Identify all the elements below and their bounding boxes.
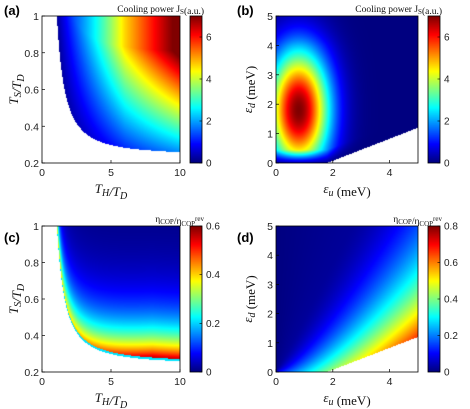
y-tick-label: 1 bbox=[33, 221, 39, 233]
x-axis-label: TH/TD bbox=[95, 390, 128, 409]
plot-frame bbox=[41, 225, 181, 373]
colorbar-tick-label: 0.6 bbox=[444, 258, 458, 269]
colorbar-title: ηCOP/ηCOPrev bbox=[393, 215, 442, 228]
colorbar-tick-label: 0.4 bbox=[206, 270, 220, 281]
panel-label: (d) bbox=[237, 230, 254, 245]
colorbar-tick-label: 0 bbox=[444, 159, 450, 170]
y-tick-label: 1 bbox=[33, 11, 39, 23]
x-tick-label: 4 bbox=[387, 376, 393, 388]
heatmap-b bbox=[276, 16, 418, 163]
colorbar-tick-label: 0.4 bbox=[444, 295, 458, 306]
y-tick-label: 2 bbox=[267, 309, 273, 321]
colorbar-title: Cooling power JS(a.u.) bbox=[355, 5, 442, 17]
plot-frame bbox=[275, 225, 419, 373]
y-tick-label: 4 bbox=[267, 250, 273, 262]
heatmap-a bbox=[42, 16, 180, 163]
y-tick-label: 3 bbox=[267, 279, 273, 291]
colorbar-tick-label: 0.8 bbox=[444, 222, 458, 233]
y-axis-label: TS/TD bbox=[6, 283, 27, 314]
colorbar-tick-label: 2 bbox=[206, 117, 212, 128]
y-tick-label: 1 bbox=[267, 338, 273, 350]
x-tick-label: 0 bbox=[39, 376, 45, 388]
colorbar-frame bbox=[189, 225, 203, 373]
colorbar-tick-label: 0 bbox=[206, 159, 212, 170]
colorbar-d bbox=[428, 226, 440, 372]
y-axis-label: TS/TD bbox=[6, 74, 27, 105]
x-tick-label: 5 bbox=[108, 167, 114, 179]
x-axis-label: TH/TD bbox=[95, 181, 128, 202]
colorbar-tick-label: 0 bbox=[444, 368, 450, 379]
panel-label: (a) bbox=[4, 3, 20, 18]
y-tick-label: 0.6 bbox=[24, 294, 39, 306]
heatmap-d bbox=[276, 226, 418, 372]
panel-label: (c) bbox=[4, 230, 20, 245]
x-tick-label: 10 bbox=[174, 376, 186, 388]
plot-frame bbox=[275, 15, 419, 164]
colorbar-tick-label: 2 bbox=[444, 117, 450, 128]
colorbar-tick-label: 0 bbox=[206, 368, 212, 379]
y-tick-label: 5 bbox=[267, 11, 273, 23]
y-tick-label: 2 bbox=[267, 99, 273, 111]
x-tick-label: 10 bbox=[174, 167, 186, 179]
x-axis-label: εu (meV) bbox=[323, 390, 370, 408]
colorbar-tick-label: 4 bbox=[206, 75, 212, 86]
y-tick-label: 0.4 bbox=[24, 331, 39, 343]
x-tick-label: 2 bbox=[330, 376, 336, 388]
y-tick-label: 0.6 bbox=[24, 85, 39, 97]
y-tick-label: 0 bbox=[267, 367, 273, 379]
y-tick-label: 5 bbox=[267, 221, 273, 233]
colorbar-title: Cooling power JS(a.u.) bbox=[117, 5, 204, 17]
x-tick-label: 5 bbox=[108, 376, 114, 388]
y-tick-label: 0.2 bbox=[24, 367, 39, 379]
colorbar-c bbox=[190, 226, 202, 372]
colorbar-b bbox=[428, 16, 440, 163]
x-tick-label: 0 bbox=[39, 167, 45, 179]
x-tick-label: 4 bbox=[387, 167, 393, 179]
y-tick-label: 3 bbox=[267, 70, 273, 82]
colorbar-tick-label: 0.2 bbox=[206, 319, 220, 330]
y-axis-label: εd (meV) bbox=[240, 66, 258, 113]
y-axis-label: εd (meV) bbox=[240, 275, 258, 322]
heatmap-c bbox=[42, 226, 180, 372]
x-tick-label: 0 bbox=[273, 167, 279, 179]
x-tick-label: 0 bbox=[273, 376, 279, 388]
colorbar-a bbox=[190, 16, 202, 163]
colorbar-tick-label: 0.2 bbox=[444, 331, 458, 342]
plot-frame bbox=[41, 15, 181, 164]
y-tick-label: 0 bbox=[267, 158, 273, 170]
colorbar-tick-label: 4 bbox=[444, 75, 450, 86]
y-tick-label: 0.8 bbox=[24, 258, 39, 270]
y-tick-label: 0.8 bbox=[24, 48, 39, 60]
colorbar-tick-label: 6 bbox=[444, 33, 450, 44]
colorbar-tick-label: 6 bbox=[206, 33, 212, 44]
x-axis-label: εu (meV) bbox=[323, 181, 370, 199]
colorbar-tick-label: 0.6 bbox=[206, 222, 220, 233]
colorbar-title: ηCOP/ηCOPrev bbox=[155, 215, 204, 228]
panel-label: (b) bbox=[237, 3, 254, 18]
colorbar-frame bbox=[189, 15, 203, 164]
y-tick-label: 0.4 bbox=[24, 121, 39, 133]
y-tick-label: 4 bbox=[267, 40, 273, 52]
y-tick-label: 1 bbox=[267, 129, 273, 141]
y-tick-label: 0.2 bbox=[24, 158, 39, 170]
colorbar-frame bbox=[427, 15, 441, 164]
x-tick-label: 2 bbox=[330, 167, 336, 179]
